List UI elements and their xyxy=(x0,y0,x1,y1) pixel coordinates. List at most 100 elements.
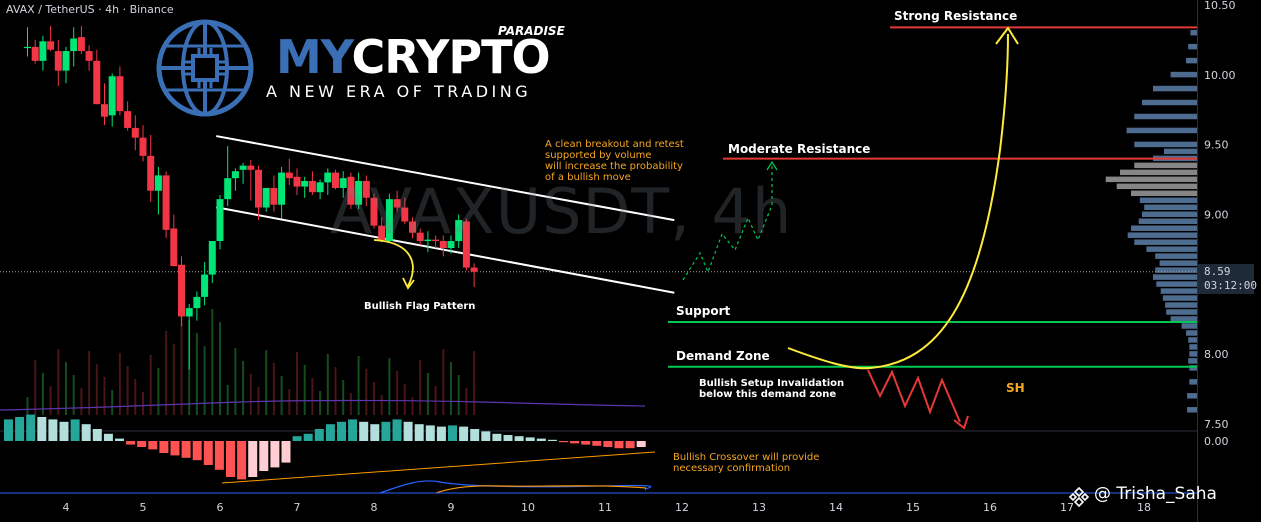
flag-arrow xyxy=(373,239,414,287)
candle-body xyxy=(347,176,355,205)
volume-profile-bar xyxy=(1134,162,1197,169)
macd-histogram-bar xyxy=(137,441,147,447)
candle-body xyxy=(108,76,116,116)
current-price: 8.59 xyxy=(1204,265,1231,278)
volume-bar xyxy=(203,346,206,415)
candle-body xyxy=(416,232,424,242)
volume-profile-bar xyxy=(1189,365,1197,371)
candle-body xyxy=(339,178,347,188)
volume-profile-bar xyxy=(1170,316,1197,322)
volume-profile-bar xyxy=(1160,288,1197,294)
macd-signal-line xyxy=(435,485,647,494)
price-tick-label: 9.00 xyxy=(1204,209,1229,222)
macd-histogram-bar xyxy=(536,438,546,441)
volume-bar xyxy=(334,367,337,415)
volume-bar xyxy=(65,362,67,415)
macd-divergence-line xyxy=(221,451,656,484)
volume-profile-bar xyxy=(1162,295,1197,301)
flag-channel xyxy=(216,135,675,294)
volume-bar xyxy=(34,360,37,415)
time-tick-label: 7 xyxy=(294,501,301,514)
brand-name-a: MY xyxy=(276,30,352,84)
volume-bar xyxy=(165,331,168,415)
candle-body xyxy=(147,155,155,191)
volume-bar xyxy=(342,380,345,415)
candle-body xyxy=(124,111,132,128)
volume-bar xyxy=(396,371,399,415)
time-tick-label: 18 xyxy=(1137,501,1151,514)
volume-bar xyxy=(249,374,252,415)
macd-histogram-bar xyxy=(592,441,602,446)
volume-bar xyxy=(111,390,114,415)
macd-histogram-bar xyxy=(203,441,213,465)
macd-histogram-bar xyxy=(459,426,469,441)
volume-profile-bar xyxy=(1142,211,1197,217)
macd-histogram-bar xyxy=(392,419,402,441)
candle-body xyxy=(193,296,201,309)
macd-histogram-bar xyxy=(170,441,180,456)
macd-histogram-bar xyxy=(92,429,102,441)
macd-histogram-bar xyxy=(248,441,258,477)
candle-body xyxy=(393,199,401,208)
volume-profile-bar xyxy=(1126,127,1197,134)
volume-profile-bar xyxy=(1116,183,1197,190)
volume-profile-bar xyxy=(1187,407,1197,413)
macd-histogram-bar xyxy=(103,433,113,441)
candle-body xyxy=(455,220,463,242)
volume-bar xyxy=(388,358,391,415)
price-tick-label: 8.00 xyxy=(1204,348,1229,361)
macd-histogram-bar xyxy=(314,429,324,441)
volume-bar xyxy=(103,377,106,415)
candle-body xyxy=(216,199,224,242)
macd-histogram-bar xyxy=(148,441,158,450)
macd-histogram-bar xyxy=(237,441,247,480)
candle-body xyxy=(224,178,232,200)
macd-histogram-bar xyxy=(4,419,13,441)
time-tick-label: 10 xyxy=(521,501,535,514)
volume-profile-bar xyxy=(1187,393,1197,399)
volume-bar xyxy=(49,386,52,415)
binance-icon xyxy=(1068,486,1090,508)
candle-body xyxy=(378,225,386,242)
volume-profile-bar xyxy=(1165,302,1197,308)
candle-body xyxy=(39,41,47,61)
candle-body xyxy=(362,180,370,198)
volume-profile-bar xyxy=(1189,344,1197,350)
volume-bar xyxy=(473,351,476,415)
candle-body xyxy=(255,169,262,208)
author-credit: @ Trisha_Saha xyxy=(1094,484,1217,504)
symbol-info[interactable]: AVAX / TetherUS · 4h · Binance xyxy=(6,3,174,16)
volume-profile-bar xyxy=(1153,274,1197,280)
candle-body xyxy=(432,239,440,242)
projections xyxy=(373,26,1019,430)
macd-histogram-bar xyxy=(525,437,535,441)
volume-bar xyxy=(442,349,445,415)
volume-profile-bar xyxy=(1155,253,1197,259)
volume-profile-bar xyxy=(1142,99,1197,106)
macd-histogram-bar xyxy=(81,424,91,441)
time-tick-label: 13 xyxy=(752,501,766,514)
volume-bar xyxy=(296,352,298,415)
time-tick-label: 4 xyxy=(63,501,70,514)
volume-profile-bar xyxy=(1134,239,1197,245)
macd-histogram-bar xyxy=(337,421,346,441)
candle-body xyxy=(162,175,170,230)
macd-histogram-bar xyxy=(559,441,568,443)
candle-body xyxy=(370,197,378,226)
macd-histogram-bar xyxy=(70,419,80,441)
candle-body xyxy=(24,46,31,49)
price-tick-label: 10.00 xyxy=(1204,69,1236,82)
macd-histogram-bar xyxy=(503,435,513,441)
macd-histogram-bar xyxy=(470,429,480,441)
candle-body xyxy=(62,51,70,71)
bullish-projection-curve xyxy=(787,33,1009,370)
volume-bar xyxy=(149,355,152,415)
volume-bar xyxy=(411,397,414,415)
volume-profile-bar xyxy=(1166,309,1197,315)
support-label: Support xyxy=(676,304,731,318)
volume-profile-bar xyxy=(1134,113,1197,120)
volume-profile-bar xyxy=(1188,43,1197,50)
macd-histogram-bar xyxy=(37,417,47,441)
candle-body xyxy=(385,199,393,242)
macd-histogram-bar xyxy=(425,425,435,441)
